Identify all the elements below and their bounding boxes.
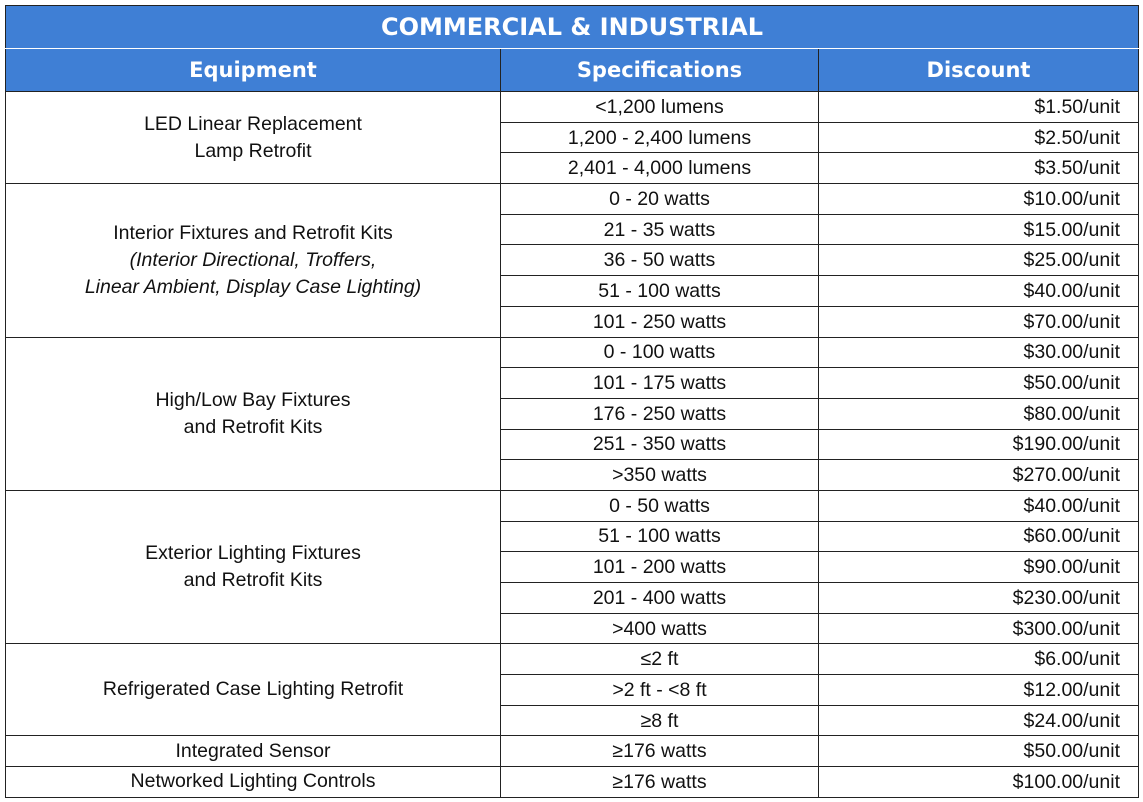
equipment-line: and Retrofit Kits (183, 415, 323, 438)
specification: 101 - 175 watts (500, 367, 819, 399)
discount: $10.00/unit (817, 183, 1140, 215)
discount: $50.00/unit (817, 367, 1140, 399)
specification: 51 - 100 watts (500, 520, 819, 553)
specification: ≥176 watts (500, 735, 819, 768)
table-row: 2,401 - 4,000 lumens $3.50/unit (6, 152, 1140, 185)
discount: $24.00/unit (817, 704, 1140, 737)
specification: 0 - 50 watts (500, 489, 819, 522)
equipment-cell: Integrated Sensor (5, 735, 501, 768)
equipment-line: and Retrofit Kits (183, 569, 323, 592)
discount: $1.50/unit (817, 91, 1140, 123)
column-header: Discount (817, 48, 1140, 92)
equipment-cell: Networked Lighting Controls (5, 766, 501, 798)
specification: ≥8 ft (500, 704, 819, 737)
specification: ≥176 watts (500, 766, 819, 798)
specification: 0 - 20 watts (500, 183, 819, 215)
table-row: 21 - 35 watts $15.00/unit (6, 213, 1140, 246)
table-row: Integrated Sensor ≥176 watts $50.00/unit (5, 735, 1140, 768)
specification: >2 ft - <8 ft (500, 674, 819, 706)
discount: $12.00/unit (817, 674, 1140, 706)
equipment-line: Interior Fixtures and Retrofit Kits (113, 221, 393, 244)
equipment-cell: High/Low Bay Fixtures and Retrofit Kits (5, 336, 501, 491)
table-row: Refrigerated Case Lighting Retrofit ≤2 ft… (5, 643, 1140, 737)
table-row: Exterior Lighting Fixtures and Retrofit K… (5, 489, 1140, 645)
equipment-line: Networked Lighting Controls (130, 770, 376, 793)
table-row: 36 - 50 watts $25.00/unit (6, 244, 1140, 277)
table-row: Interior Fixtures and Retrofit Kits (Inte… (5, 183, 1140, 338)
table-row: 101 - 200 watts $90.00/unit (6, 551, 1140, 583)
table-row: 176 - 250 watts $80.00/unit (6, 397, 1140, 430)
equipment-cell: Exterior Lighting Fixtures and Retrofit K… (5, 489, 501, 645)
discount: $100.00/unit (817, 766, 1140, 798)
equipment-cell: LED Linear Replacement Lamp Retrofit (5, 90, 501, 185)
discount: $50.00/unit (817, 735, 1140, 768)
specification: 21 - 35 watts (500, 213, 819, 246)
discount: $300.00/unit (817, 612, 1140, 645)
column-header: Specifications (500, 48, 819, 92)
equipment-line: Lamp Retrofit (194, 139, 312, 162)
specification: <1,200 lumens (500, 91, 819, 123)
discount: $40.00/unit (817, 489, 1140, 522)
rebate-table: COMMERCIAL & INDUSTRIAL Equipment Specif… (4, 5, 1140, 798)
specification: 0 - 100 watts (500, 336, 819, 369)
column-header: Equipment (5, 48, 501, 92)
equipment-line: Integrated Sensor (175, 739, 331, 762)
discount: $230.00/unit (817, 582, 1140, 614)
discount: $2.50/unit (817, 121, 1140, 154)
specification: ≤2 ft (500, 643, 819, 676)
specification: 101 - 200 watts (500, 551, 819, 583)
table-row: LED Linear Replacement Lamp Retrofit <1,20… (5, 90, 1140, 185)
table-row: 101 - 250 watts $70.00/unit (6, 305, 1140, 338)
specification: 51 - 100 watts (500, 275, 819, 307)
equipment-cell: Refrigerated Case Lighting Retrofit (5, 643, 501, 737)
specification: >400 watts (500, 612, 819, 645)
table-row: ≥8 ft $24.00/unit (6, 704, 1140, 737)
equipment-cell: Interior Fixtures and Retrofit Kits (Inte… (5, 183, 501, 338)
discount: $15.00/unit (817, 213, 1140, 246)
equipment-note: (Interior Directional, Troffers, (129, 248, 377, 271)
discount: $60.00/unit (817, 520, 1140, 553)
table-row: Networked Lighting Controls ≥176 watts $10… (5, 766, 1140, 798)
equipment-line: Exterior Lighting Fixtures (145, 542, 361, 565)
discount: $270.00/unit (817, 459, 1140, 491)
equipment-note: Linear Ambient, Display Case Lighting) (84, 275, 422, 298)
specification: 101 - 250 watts (500, 305, 819, 338)
equipment-line: Refrigerated Case Lighting Retrofit (102, 678, 404, 701)
equipment-line: High/Low Bay Fixtures (155, 388, 351, 411)
specification: 176 - 250 watts (500, 397, 819, 430)
table-row: High/Low Bay Fixtures and Retrofit Kits 0 … (5, 336, 1140, 491)
table-row: 101 - 175 watts $50.00/unit (6, 367, 1140, 399)
table-row: 201 - 400 watts $230.00/unit (6, 582, 1140, 614)
table-row: >400 watts $300.00/unit (6, 612, 1140, 645)
discount: $25.00/unit (817, 244, 1140, 277)
discount: $3.50/unit (817, 152, 1140, 185)
equipment-line: LED Linear Replacement (144, 112, 362, 135)
discount: $190.00/unit (817, 428, 1140, 461)
table-row: >2 ft - <8 ft $12.00/unit (6, 674, 1140, 706)
specification: 1,200 - 2,400 lumens (500, 121, 819, 154)
specification: 2,401 - 4,000 lumens (500, 152, 819, 185)
discount: $90.00/unit (817, 551, 1140, 583)
specification: >350 watts (500, 459, 819, 491)
table-row: 251 - 350 watts $190.00/unit (6, 428, 1140, 461)
table-row: >350 watts $270.00/unit (6, 459, 1140, 491)
discount: $40.00/unit (817, 275, 1140, 307)
table-title: COMMERCIAL & INDUSTRIAL (4, 5, 1140, 49)
specification: 251 - 350 watts (500, 428, 819, 461)
table-row: 1,200 - 2,400 lumens $2.50/unit (6, 121, 1140, 154)
table-row: 51 - 100 watts $60.00/unit (6, 520, 1140, 553)
table-row: 51 - 100 watts $40.00/unit (6, 275, 1140, 307)
discount: $30.00/unit (817, 336, 1140, 369)
discount: $6.00/unit (817, 643, 1140, 676)
discount: $80.00/unit (817, 397, 1140, 430)
table-body: LED Linear Replacement Lamp Retrofit <1,20… (5, 90, 1140, 798)
discount: $70.00/unit (817, 305, 1140, 338)
specification: 201 - 400 watts (500, 582, 819, 614)
specification: 36 - 50 watts (500, 244, 819, 277)
